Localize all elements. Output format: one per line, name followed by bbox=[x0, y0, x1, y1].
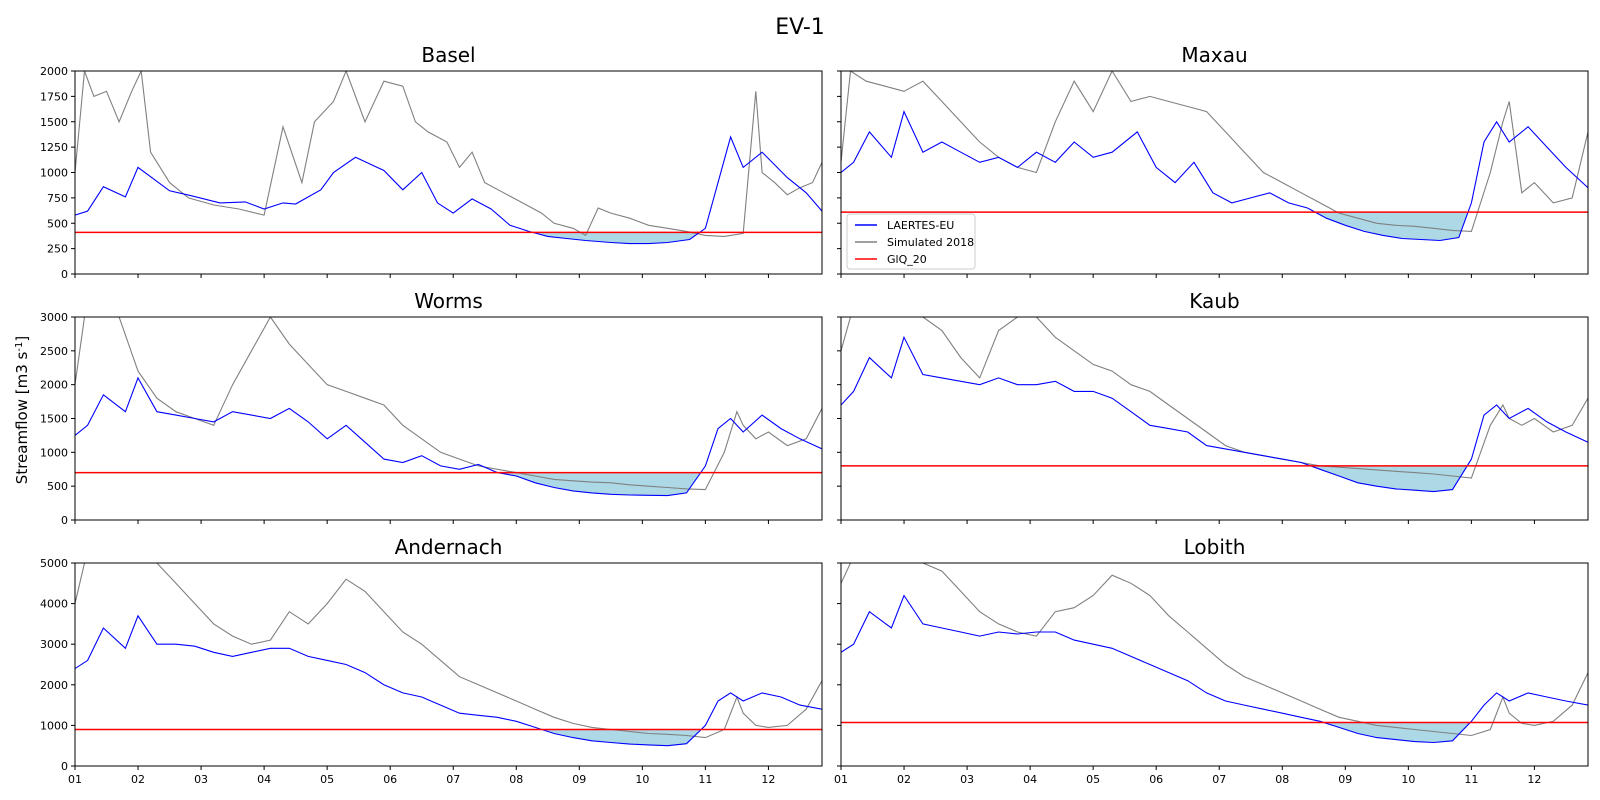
series-simulated-2018 bbox=[841, 71, 1588, 232]
series-laertes-eu bbox=[75, 614, 822, 747]
panel-maxau: Maxau bbox=[837, 43, 1589, 278]
y-tick-label: 750 bbox=[47, 192, 68, 205]
y-tick-label: 1000 bbox=[40, 167, 68, 180]
plot-frame bbox=[74, 316, 823, 521]
y-axis-label-suffix: ] bbox=[13, 336, 31, 342]
x-tick-label: 01 bbox=[68, 773, 82, 786]
panel-andernach: Andernach 01 02 03 04 05 06 07 08 09 10 11 12 0 1000 20… bbox=[40, 535, 823, 786]
x-tick-label: 01 bbox=[834, 773, 848, 786]
y-tick-label: 0 bbox=[61, 514, 68, 527]
y-tick-label: 500 bbox=[47, 217, 68, 230]
x-tick-label: 12 bbox=[761, 773, 775, 786]
legend-label: GlQ_20 bbox=[887, 253, 927, 266]
deficit-area bbox=[497, 472, 701, 496]
legend-label: Simulated 2018 bbox=[887, 236, 974, 249]
plot-frame bbox=[74, 70, 823, 275]
y-tick-label: 2000 bbox=[40, 65, 68, 78]
x-tick-label: 04 bbox=[1023, 773, 1037, 786]
x-tick-label: 05 bbox=[320, 773, 334, 786]
y-tick-label: 4000 bbox=[40, 598, 68, 611]
x-tick-label: 09 bbox=[572, 773, 586, 786]
deficit-area bbox=[1323, 722, 1471, 743]
panel-worms: Worms 0 500 1000 1500 2000 2500 3000 bbox=[40, 289, 823, 527]
panels: Basel025050075010001250150017502000Maxau… bbox=[40, 43, 1589, 786]
deficit-area bbox=[532, 232, 700, 244]
panel-title: Kaub bbox=[1189, 289, 1239, 313]
panel-title: Lobith bbox=[1184, 535, 1246, 559]
x-tick-label: 03 bbox=[194, 773, 208, 786]
y-tick-label: 3000 bbox=[40, 311, 68, 324]
series-laertes-eu bbox=[75, 135, 822, 245]
legend-box bbox=[846, 213, 976, 270]
x-tick-label: 07 bbox=[446, 773, 460, 786]
plot-frame bbox=[74, 562, 823, 767]
x-tick-label: 03 bbox=[960, 773, 974, 786]
y-tick-label: 1750 bbox=[40, 90, 68, 103]
legend: LAERTES-EU Simulated 2018 GlQ_20 bbox=[846, 213, 976, 270]
panel-basel: Basel 0 250 500 750 1000 1250 1500 1750 2000 bbox=[40, 43, 823, 281]
y-axis-label-exponent: -1 bbox=[14, 342, 25, 352]
x-tick-label: 06 bbox=[383, 773, 397, 786]
series-simulated-2018 bbox=[75, 563, 822, 739]
deficit-area bbox=[1315, 212, 1468, 241]
panel-title: Andernach bbox=[395, 535, 503, 559]
y-tick-label: 0 bbox=[61, 760, 68, 773]
x-tick-label: 12 bbox=[1527, 773, 1541, 786]
y-tick-label: 0 bbox=[61, 268, 68, 281]
plot-frame bbox=[840, 316, 1589, 521]
y-tick-label: 1000 bbox=[40, 719, 68, 732]
x-tick-label: 11 bbox=[698, 773, 712, 786]
x-tick-label: 08 bbox=[1275, 773, 1289, 786]
y-tick-label: 250 bbox=[47, 243, 68, 256]
y-tick-label: 500 bbox=[47, 480, 68, 493]
x-tick-label: 05 bbox=[1086, 773, 1100, 786]
x-tick-label: 09 bbox=[1338, 773, 1352, 786]
y-tick-label: 1000 bbox=[40, 446, 68, 459]
x-tick-label: 10 bbox=[1401, 773, 1415, 786]
x-tick-label: 02 bbox=[897, 773, 911, 786]
panel-title: Basel bbox=[421, 43, 475, 67]
y-tick-label: 1500 bbox=[40, 413, 68, 426]
x-tick-label: 08 bbox=[509, 773, 523, 786]
series-simulated-2018 bbox=[841, 317, 1588, 479]
y-tick-label: 2000 bbox=[40, 379, 68, 392]
y-tick-label: 5000 bbox=[40, 557, 68, 570]
y-tick-label: 1250 bbox=[40, 141, 68, 154]
figure-title: EV-1 bbox=[775, 15, 825, 40]
y-tick-label: 1500 bbox=[40, 116, 68, 129]
deficit-area bbox=[1310, 465, 1468, 492]
y-axis-label: Streamflow [m3 s-1] bbox=[13, 336, 31, 484]
panel-title: Maxau bbox=[1181, 43, 1247, 67]
legend-label: LAERTES-EU bbox=[887, 219, 954, 232]
series-laertes-eu bbox=[841, 110, 1588, 242]
panel-kaub: Kaub bbox=[837, 289, 1589, 524]
series-laertes-eu bbox=[841, 594, 1588, 744]
x-tick-label: 04 bbox=[257, 773, 271, 786]
x-tick-label: 11 bbox=[1464, 773, 1478, 786]
x-tick-label: 02 bbox=[131, 773, 145, 786]
plot-frame bbox=[840, 562, 1589, 767]
series-simulated-2018 bbox=[75, 71, 822, 237]
x-tick-label: 06 bbox=[1149, 773, 1163, 786]
y-tick-label: 3000 bbox=[40, 638, 68, 651]
series-simulated-2018 bbox=[841, 563, 1588, 737]
x-tick-label: 10 bbox=[635, 773, 649, 786]
series-simulated-2018 bbox=[75, 317, 822, 491]
y-tick-label: 2500 bbox=[40, 345, 68, 358]
x-tick-label: 07 bbox=[1212, 773, 1226, 786]
panel-lobith: Lobith 01 02 03 04 05 06 07 08 09 10 11 12 bbox=[834, 535, 1589, 786]
series-laertes-eu bbox=[841, 335, 1588, 493]
panel-title: Worms bbox=[414, 289, 483, 313]
series-laertes-eu bbox=[75, 376, 822, 497]
y-tick-label: 2000 bbox=[40, 679, 68, 692]
